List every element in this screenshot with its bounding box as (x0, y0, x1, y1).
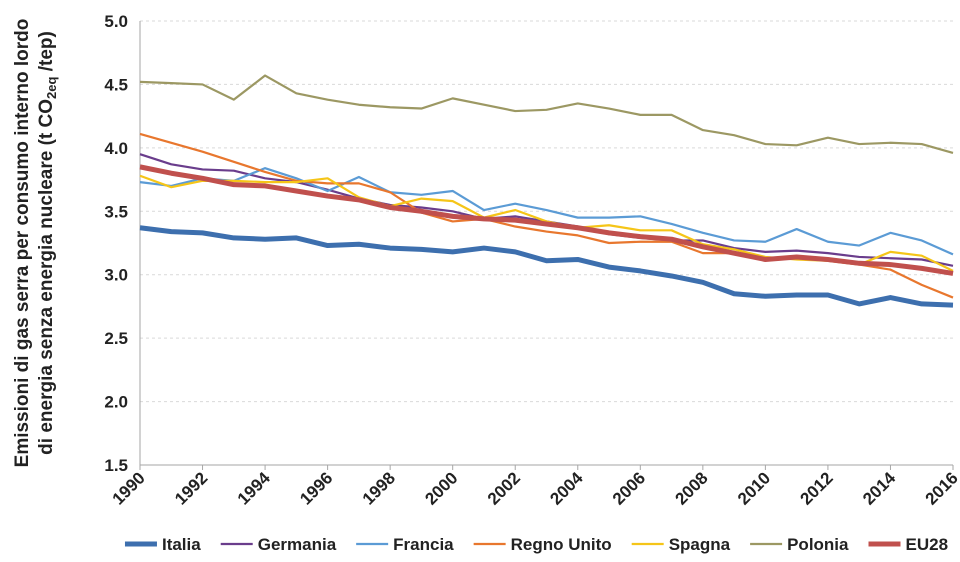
y-axis-title-subscript: 2eq (44, 77, 59, 99)
y-tick-label: 5.0 (104, 12, 128, 31)
x-tick-label: 2016 (922, 468, 960, 508)
x-tick-label: 1994 (234, 468, 275, 509)
legend-label: Polonia (787, 535, 849, 554)
legend-label: Italia (162, 535, 201, 554)
x-tick-label: 2006 (609, 468, 649, 508)
series-line (139, 164, 954, 276)
y-tick-label: 2.5 (104, 329, 128, 348)
y-tick-label: 4.5 (104, 75, 128, 94)
y-axis-title-text: di energia senza energia nucleare (t CO (36, 99, 57, 455)
legend: Italia Germania Francia Regno Unito Spagna Po… (124, 535, 949, 554)
y-axis-title-text: Emissioni di gas serra per consumo inter… (12, 19, 33, 468)
y-tick-label: 2.0 (104, 393, 128, 412)
y-tick-label: 4.0 (104, 139, 128, 158)
series-line (139, 132, 954, 299)
y-axis-title-group: Emissioni di gas serra per consumo inter… (12, 19, 59, 468)
y-tick-label: 1.5 (104, 456, 128, 475)
y-axis-title-text: /tep) (36, 31, 57, 76)
series-line (139, 74, 954, 154)
y-tick-label: 3.0 (104, 266, 128, 285)
x-tick-label: 2008 (671, 468, 711, 508)
legend-label: Germania (258, 535, 337, 554)
legend-label: Regno Unito (511, 535, 612, 554)
y-axis-title: di energia senza energia nucleare (t CO2… (36, 31, 59, 455)
series-line (139, 167, 954, 256)
y-axis-title: Emissioni di gas serra per consumo inter… (12, 19, 33, 468)
x-tick-label: 1998 (359, 468, 399, 508)
x-tick-label: 2004 (546, 468, 587, 509)
x-tick-label: 2010 (734, 468, 774, 508)
series-line (139, 225, 954, 308)
x-tick-label: 2002 (484, 468, 524, 508)
x-tick-label: 1996 (296, 468, 336, 508)
x-tick-label: 2012 (797, 468, 837, 508)
x-tick-label: 2014 (859, 468, 900, 509)
legend-label: EU28 (906, 535, 949, 554)
x-tick-label: 1992 (171, 468, 211, 508)
y-tick-label: 3.5 (104, 202, 128, 221)
legend-label: Spagna (669, 535, 731, 554)
x-tick-label: 2000 (421, 468, 461, 508)
legend-label: Francia (393, 535, 454, 554)
